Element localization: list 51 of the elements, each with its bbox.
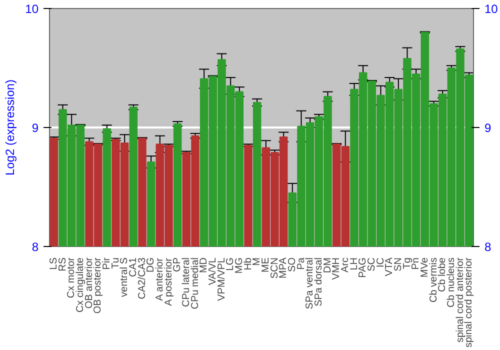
x-tick-label: LG [225, 257, 236, 271]
x-tick-label: RS [57, 257, 68, 272]
x-tick-label: Hb [242, 257, 254, 270]
y2-tick-label: 8 [484, 240, 492, 254]
x-tick-label: IC [375, 258, 386, 268]
x-tick-label: SC [366, 257, 378, 272]
x-tick-label: Pn [410, 257, 422, 270]
x-tick-label: CPu medial [190, 257, 201, 310]
x-tick-label: MVe [419, 257, 430, 278]
x-tick-label: GP [172, 257, 184, 272]
x-tick-label: VA/VL [207, 257, 218, 286]
x-tick-label: VPM/VPL [216, 257, 228, 301]
x-tick-label: DG [146, 257, 157, 272]
y2-tick-label: 9 [484, 121, 492, 135]
x-tick-label: OB anterior [84, 256, 95, 309]
x-tick-label: Cx cingulate [74, 257, 86, 313]
x-tick-label: A posterior [163, 257, 174, 306]
x-tick-label: Pa [296, 257, 307, 270]
y-tick-label: 8 [32, 240, 39, 254]
x-tick-label: MG [234, 257, 245, 274]
x-tick-label: SO [286, 257, 298, 272]
x-tick-label: MPA [278, 257, 290, 278]
x-tick-label: ventral S [119, 257, 130, 297]
x-tick-label: DM [322, 257, 334, 274]
x-tick-label: Arc [340, 258, 351, 272]
x-tick-label: CPu lateral [180, 258, 192, 307]
y-tick-label: 9 [32, 121, 39, 135]
x-tick-label: ME [260, 257, 272, 272]
x-tick-label: Cb lobe [437, 257, 448, 292]
x-tick-label: Tu [110, 257, 122, 269]
x-tick-label: SCN [269, 257, 280, 279]
x-tick-label: Tg [402, 258, 413, 270]
x-tick-label: A anterior [154, 257, 166, 301]
x-tick-label: LS [48, 257, 60, 270]
x-tick-label: VMH [331, 257, 342, 280]
y-axis-title: Log2 (expression) [3, 79, 18, 176]
x-tick-label: spinal cord posterior [464, 256, 475, 348]
x-tick-label: spinal cord anterior [454, 256, 466, 343]
x-tick-label: PAG [358, 257, 369, 278]
x-tick-label: VTA [384, 257, 396, 276]
x-tick-label: CA2/CA3 [136, 257, 148, 300]
y2-tick-label: 10 [484, 2, 498, 16]
x-tick-label: M [252, 257, 263, 266]
y-tick-label: 10 [25, 2, 39, 16]
x-tick-label: LH [348, 257, 360, 270]
x-tick-label: Pir [101, 256, 112, 270]
x-tick-label: CA1 [128, 257, 139, 277]
x-tick-label: SPa dorsal [313, 257, 324, 306]
x-tick-label: Cb nucleus [446, 258, 457, 308]
x-tick-label: OB posterior [92, 256, 104, 314]
x-tick-label: SN [392, 257, 404, 272]
